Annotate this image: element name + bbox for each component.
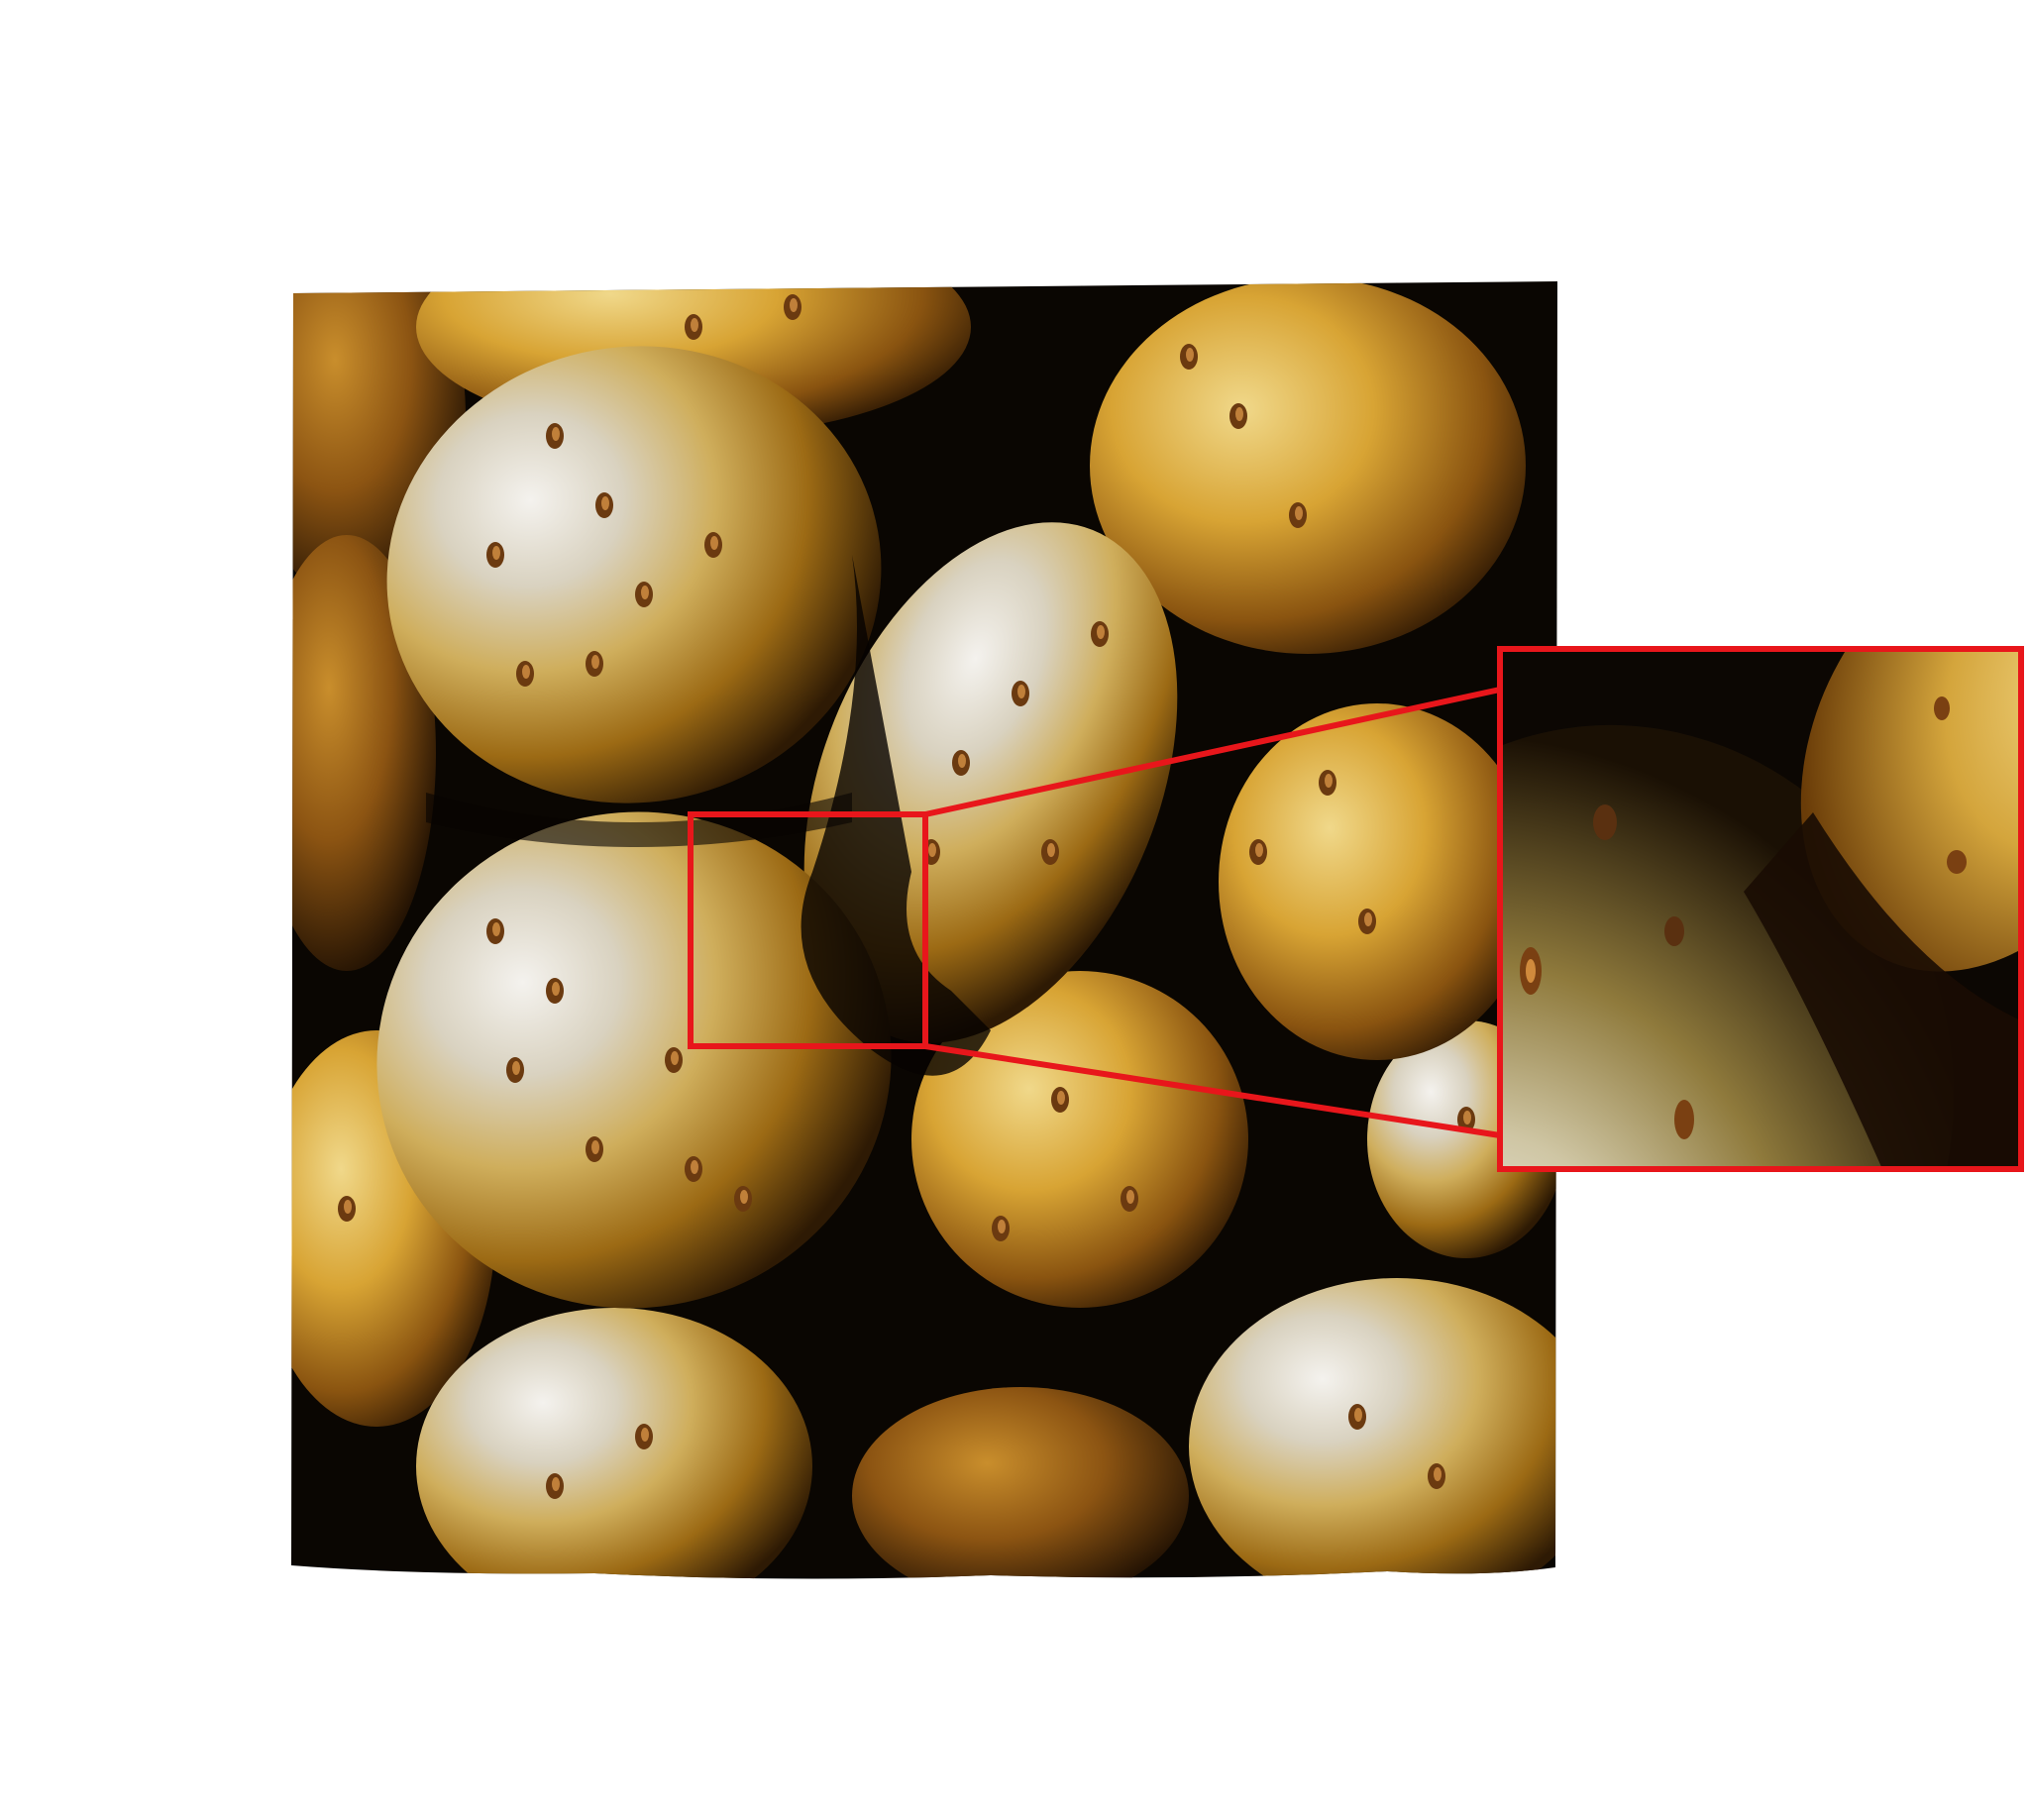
zoom-inset-frame	[1497, 646, 2024, 1172]
zoom-connector-top	[924, 687, 1501, 817]
zoom-source-box	[688, 811, 928, 1049]
zoom-connector-bottom	[924, 1043, 1501, 1138]
zoom-indicator	[688, 646, 2024, 1172]
inset-potato-eyes	[1520, 696, 1967, 1139]
zoom-inset-content	[1500, 649, 2021, 1169]
potato-texture-patch	[291, 281, 1557, 1579]
